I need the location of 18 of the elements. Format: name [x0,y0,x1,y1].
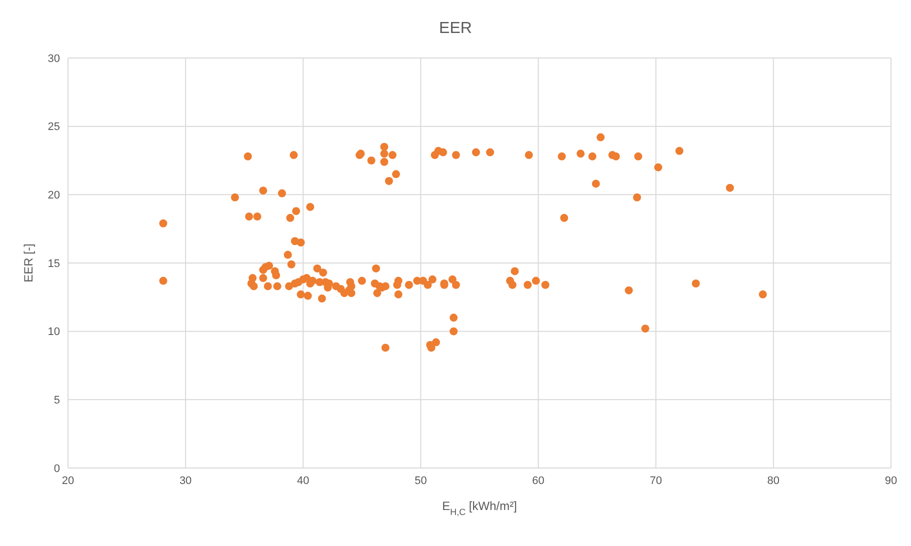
x-tick-label: 80 [767,474,780,487]
y-tick-label: 5 [54,394,60,407]
x-tick-label: 20 [62,474,74,487]
y-tick-label: 0 [54,462,60,475]
y-tick-label: 30 [48,52,60,65]
x-axis-title: E$_{H,C}$ [kWh/m²] [442,499,517,517]
y-tick-label: 15 [48,258,60,270]
x-tick-label: 70 [650,474,662,487]
y-tick-label: 20 [48,190,60,202]
x-tick-label: 60 [532,474,544,487]
y-tick-label: 25 [48,121,60,134]
y-tick-label: 10 [48,326,60,338]
x-tick-label: 30 [179,474,192,487]
chart-title: EER [438,20,473,38]
y-axis-title: EER [-] [21,244,36,282]
x-tick-label: 90 [884,474,898,487]
x-tick-label: 50 [414,474,427,487]
x-tick-label: 40 [297,474,310,487]
